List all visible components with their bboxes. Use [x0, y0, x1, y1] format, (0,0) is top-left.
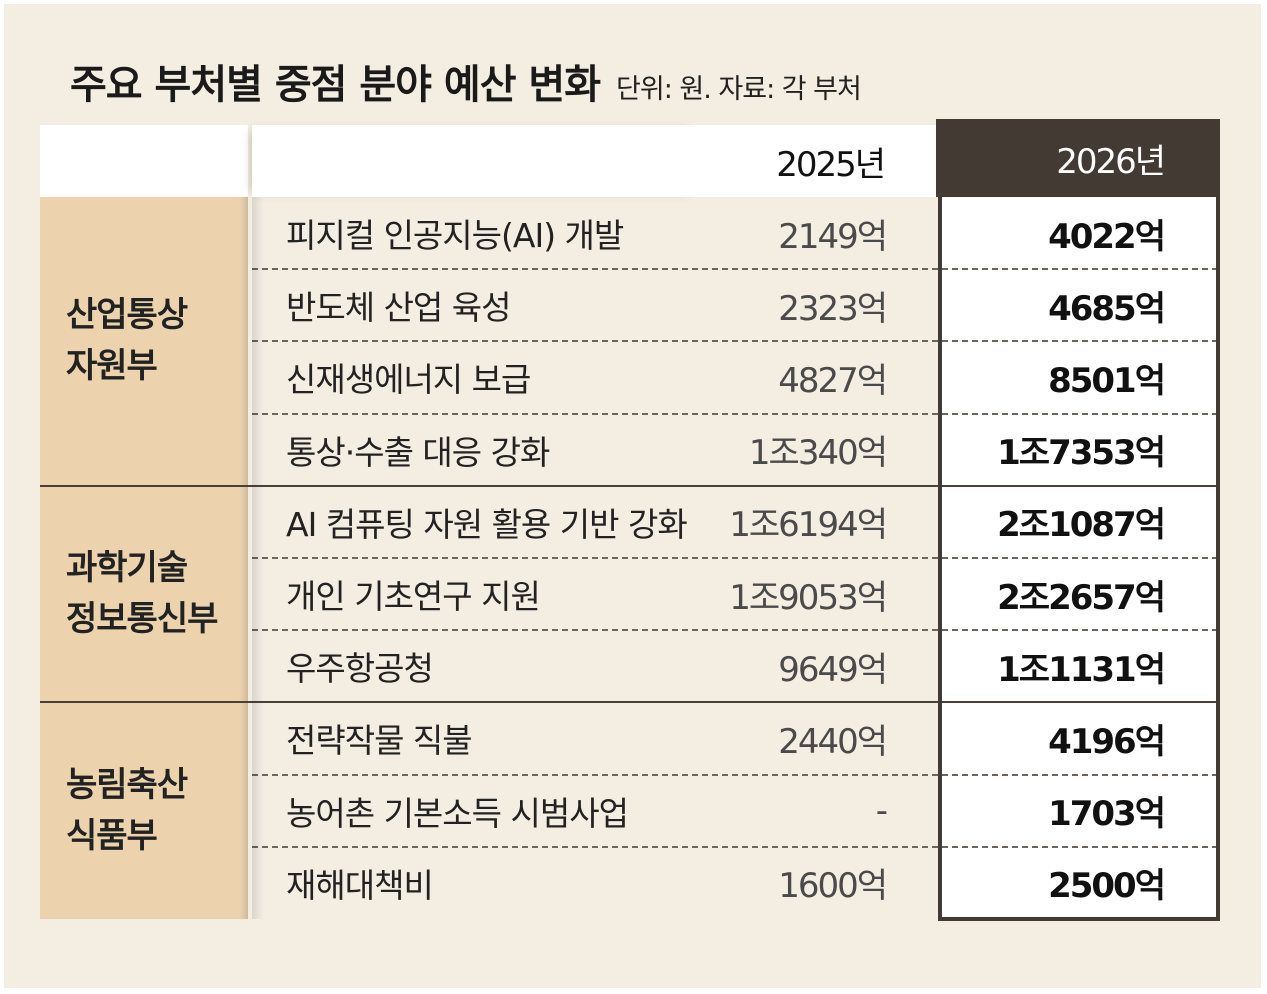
- row-divider: [252, 268, 1218, 271]
- item-column-shade: [252, 197, 264, 919]
- ministry-label: 농림축산 식품부: [66, 764, 188, 856]
- row-divider: [252, 629, 1218, 632]
- value-2026: 4685억: [1048, 288, 1166, 329]
- unit-source-note: 단위: 원. 자료: 각 부처: [616, 74, 862, 105]
- table-row: 반도체 산업 육성 2323억 4685억: [252, 269, 1216, 341]
- value-2026: 2조2657억: [997, 577, 1166, 618]
- header-blank-item: [252, 125, 700, 197]
- item-label: 신재생에너지 보급: [286, 360, 531, 400]
- value-2026: 8501억: [1048, 360, 1166, 401]
- item-label: 전략작물 직불: [286, 721, 473, 761]
- value-2026: 2조1087억: [997, 505, 1166, 546]
- chart-title: 주요 부처별 중점 분야 예산 변화: [70, 62, 601, 108]
- ministry-cell: 농림축산 식품부: [40, 702, 248, 919]
- value-2025: 1600억: [778, 866, 888, 907]
- value-2025: 2149억: [778, 216, 888, 257]
- item-label: 반도체 산업 육성: [286, 288, 511, 328]
- row-divider: [252, 340, 1218, 343]
- value-2026: 4196억: [1048, 721, 1166, 762]
- ministry-cell: 과학기술 정보통신부: [40, 485, 248, 703]
- item-label: 우주항공청: [286, 649, 434, 689]
- table-row: 재해대책비 1600억 2500억: [252, 847, 1216, 919]
- ministry-cell: 산업통상 자원부: [40, 197, 248, 486]
- value-2025: 4827억: [778, 360, 888, 401]
- item-label: 피지컬 인공지능(AI) 개발: [286, 216, 624, 256]
- table-row: 전략작물 직불 2440억 4196억: [252, 702, 1216, 774]
- item-label: 통상·수출 대응 강화: [286, 432, 550, 472]
- header-blank-ministry: [40, 125, 248, 197]
- item-label: 개인 기초연구 지원: [286, 577, 541, 617]
- row-divider: [252, 845, 1218, 848]
- header-2026: 2026년: [936, 119, 1218, 197]
- group-divider: [40, 701, 1216, 704]
- item-label: 농어촌 기본소득 시범사업: [286, 793, 629, 833]
- column-2026-frame: [938, 119, 1220, 921]
- value-2025: 2323억: [778, 288, 888, 329]
- table-row: 피지컬 인공지능(AI) 개발 2149억 4022억: [252, 197, 1216, 269]
- header-2025: 2025년: [700, 125, 936, 197]
- ministry-label: 과학기술 정보통신부: [66, 548, 218, 640]
- table-row: 통상·수출 대응 강화 1조340억 1조7353억: [252, 414, 1216, 486]
- row-divider: [252, 773, 1218, 776]
- title-row: 주요 부처별 중점 분야 예산 변화 단위: 원. 자료: 각 부처: [70, 52, 862, 110]
- item-label: AI 컴퓨팅 자원 활용 기반 강화: [286, 504, 688, 544]
- table-row: 우주항공청 9649억 1조1131억: [252, 630, 1216, 702]
- row-divider: [252, 412, 1218, 415]
- table-row: 신재생에너지 보급 4827억 8501억: [252, 341, 1216, 413]
- item-label: 재해대책비: [286, 865, 434, 905]
- group-divider: [40, 484, 1216, 487]
- value-2025: 1조9053억: [729, 577, 888, 618]
- value-2026: 1703억: [1048, 794, 1166, 835]
- table-row: 농어촌 기본소득 시범사업 - 1703억: [252, 775, 1216, 847]
- value-2026: 4022억: [1048, 216, 1166, 257]
- value-2025: 9649억: [778, 649, 888, 690]
- table-row: AI 컴퓨팅 자원 활용 기반 강화 1조6194억 2조1087억: [252, 486, 1216, 558]
- value-2026: 1조1131억: [997, 649, 1166, 690]
- value-2025: 1조340억: [748, 433, 888, 474]
- row-divider: [252, 557, 1218, 559]
- ministry-label: 산업통상 자원부: [66, 295, 188, 387]
- value-2025: -: [875, 790, 888, 831]
- value-2025: 1조6194억: [729, 505, 888, 546]
- value-2026: 2500억: [1048, 866, 1166, 907]
- table-row: 개인 기초연구 지원 1조9053억 2조2657억: [252, 558, 1216, 630]
- value-2025: 2440억: [778, 721, 888, 762]
- value-2026: 1조7353억: [997, 433, 1166, 474]
